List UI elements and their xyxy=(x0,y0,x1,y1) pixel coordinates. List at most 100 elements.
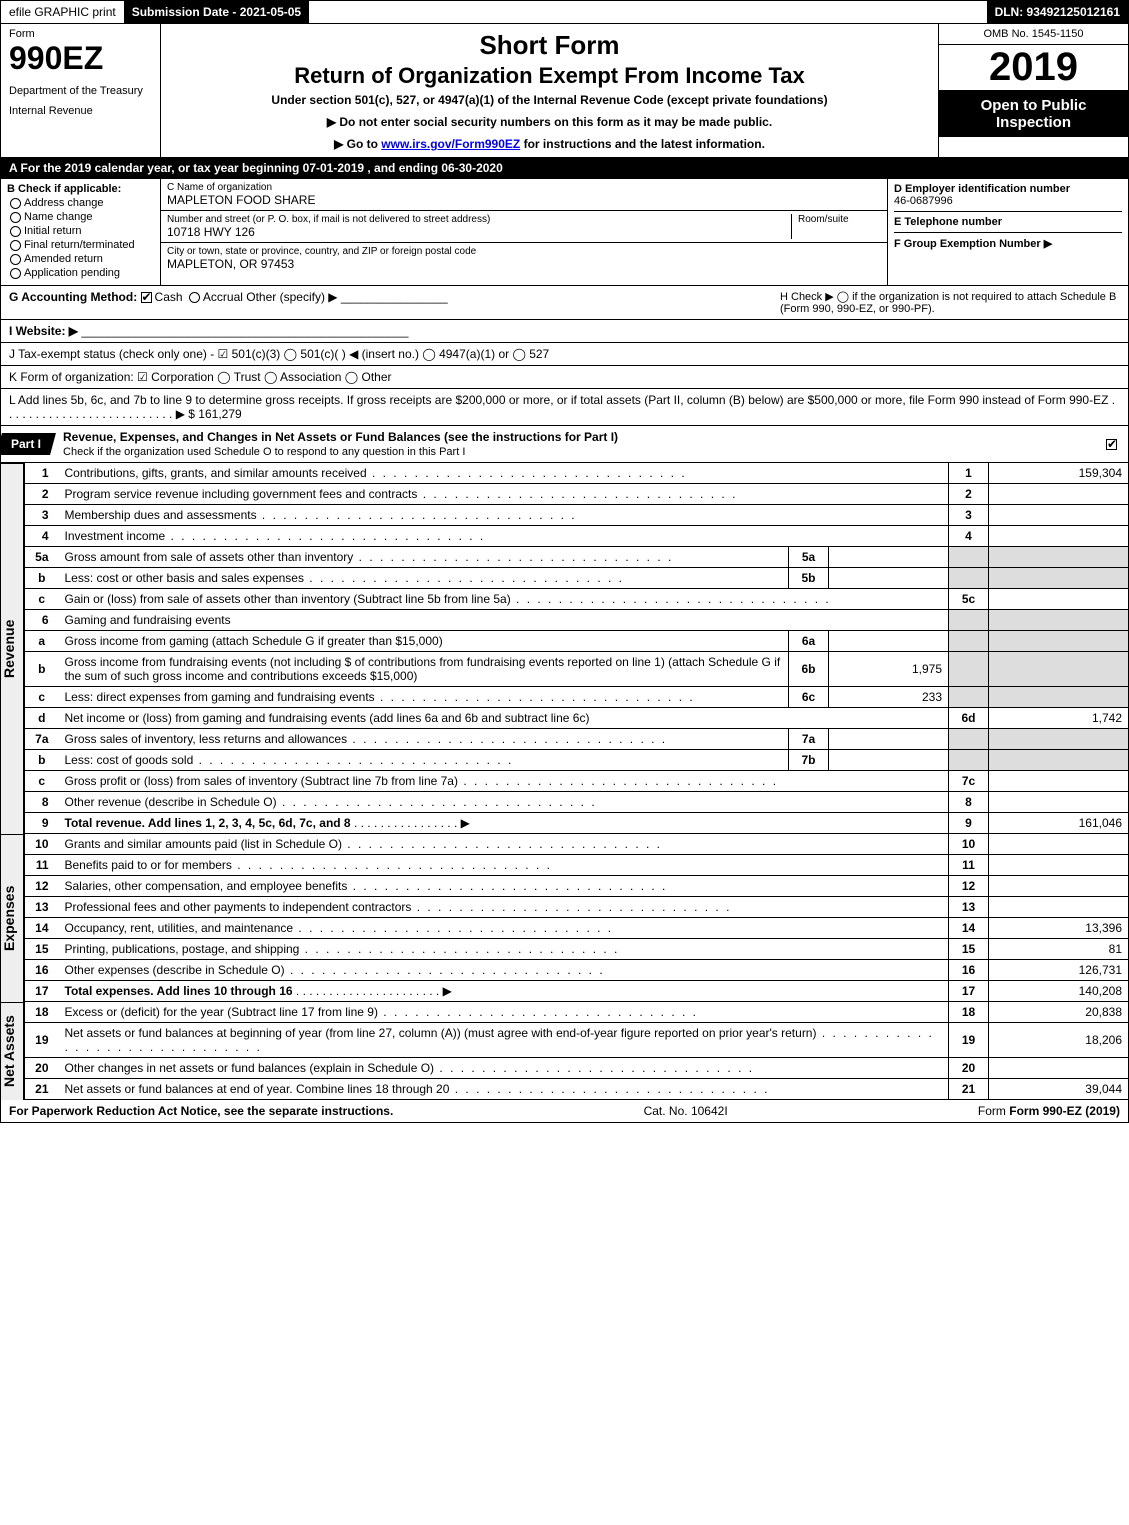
efile-label[interactable]: efile GRAPHIC print xyxy=(1,1,124,23)
row-7a: 7aGross sales of inventory, less returns… xyxy=(25,729,1129,750)
netassets-table: 18Excess or (deficit) for the year (Subt… xyxy=(24,1002,1129,1100)
dept-2: Internal Revenue xyxy=(9,105,152,117)
row-8: 8Other revenue (describe in Schedule O)8 xyxy=(25,792,1129,813)
line-k: K Form of organization: ☑ Corporation ◯ … xyxy=(0,366,1129,389)
row-13: 13Professional fees and other payments t… xyxy=(25,897,1129,918)
title-return: Return of Organization Exempt From Incom… xyxy=(171,63,928,89)
part-1-check[interactable] xyxy=(1106,437,1128,451)
dept-1: Department of the Treasury xyxy=(9,85,152,97)
box-b-title: B Check if applicable: xyxy=(7,183,154,195)
title-short-form: Short Form xyxy=(171,30,928,61)
omb-number: OMB No. 1545-1150 xyxy=(939,24,1128,45)
top-bar: efile GRAPHIC print Submission Date - 20… xyxy=(0,0,1129,24)
tel-label: E Telephone number xyxy=(894,216,1122,228)
row-11: 11Benefits paid to or for members11 xyxy=(25,855,1129,876)
line-j: J Tax-exempt status (check only one) - ☑… xyxy=(0,343,1129,366)
tax-year: 2019 xyxy=(939,45,1128,91)
gross-receipts: 161,279 xyxy=(198,407,241,421)
chk-initial-return[interactable]: Initial return xyxy=(7,225,154,237)
part-1-header: Part I Revenue, Expenses, and Changes in… xyxy=(0,426,1129,463)
row-5c: cGain or (loss) from sale of assets othe… xyxy=(25,589,1129,610)
page-footer: For Paperwork Reduction Act Notice, see … xyxy=(0,1100,1129,1123)
row-2: 2Program service revenue including gover… xyxy=(25,484,1129,505)
row-10: 10Grants and similar amounts paid (list … xyxy=(25,834,1129,855)
box-d: D Employer identification number 46-0687… xyxy=(888,179,1128,285)
row-7b: bLess: cost of goods sold7b xyxy=(25,750,1129,771)
expenses-section: Expenses 10Grants and similar amounts pa… xyxy=(0,834,1129,1002)
footer-right: Form Form 990-EZ (2019) xyxy=(978,1104,1120,1118)
box-b: B Check if applicable: Address change Na… xyxy=(1,179,161,285)
row-21: 21Net assets or fund balances at end of … xyxy=(25,1079,1129,1100)
note-ssn: ▶ Do not enter social security numbers o… xyxy=(171,115,928,129)
room-label: Room/suite xyxy=(798,214,881,225)
section-a: A For the 2019 calendar year, or tax yea… xyxy=(0,158,1129,179)
form-header: Form 990EZ Department of the Treasury In… xyxy=(0,24,1129,158)
row-15: 15Printing, publications, postage, and s… xyxy=(25,939,1129,960)
row-6b: bGross income from fundraising events (n… xyxy=(25,652,1129,687)
row-17: 17Total expenses. Add lines 10 through 1… xyxy=(25,981,1129,1002)
line-h: H Check ▶ ◯ if the organization is not r… xyxy=(780,290,1120,315)
row-14: 14Occupancy, rent, utilities, and mainte… xyxy=(25,918,1129,939)
org-name: MAPLETON FOOD SHARE xyxy=(167,193,881,207)
expenses-table: 10Grants and similar amounts paid (list … xyxy=(24,834,1129,1002)
irs-link[interactable]: www.irs.gov/Form990EZ xyxy=(381,137,520,151)
row-16: 16Other expenses (describe in Schedule O… xyxy=(25,960,1129,981)
ein: 46-0687996 xyxy=(894,195,1122,207)
row-18: 18Excess or (deficit) for the year (Subt… xyxy=(25,1002,1129,1023)
row-9: 9Total revenue. Add lines 1, 2, 3, 4, 5c… xyxy=(25,813,1129,834)
chk-accrual[interactable] xyxy=(189,292,200,303)
row-4: 4Investment income4 xyxy=(25,526,1129,547)
chk-address-change[interactable]: Address change xyxy=(7,197,154,209)
subtitle: Under section 501(c), 527, or 4947(a)(1)… xyxy=(171,93,928,107)
chk-cash[interactable] xyxy=(141,292,152,303)
revenue-table: 1Contributions, gifts, grants, and simil… xyxy=(24,463,1129,834)
note-link: ▶ Go to www.irs.gov/Form990EZ for instru… xyxy=(171,137,928,151)
row-6a: aGross income from gaming (attach Schedu… xyxy=(25,631,1129,652)
netassets-section: Net Assets 18Excess or (deficit) for the… xyxy=(0,1002,1129,1100)
submission-date: Submission Date - 2021-05-05 xyxy=(124,1,309,23)
chk-name-change[interactable]: Name change xyxy=(7,211,154,223)
title-box: Short Form Return of Organization Exempt… xyxy=(161,24,938,157)
row-6d: dNet income or (loss) from gaming and fu… xyxy=(25,708,1129,729)
addr-label: Number and street (or P. O. box, if mail… xyxy=(167,214,791,225)
form-id-box: Form 990EZ Department of the Treasury In… xyxy=(1,24,161,157)
row-7c: cGross profit or (loss) from sales of in… xyxy=(25,771,1129,792)
row-5b: bLess: cost or other basis and sales exp… xyxy=(25,568,1129,589)
chk-application-pending[interactable]: Application pending xyxy=(7,267,154,279)
city: MAPLETON, OR 97453 xyxy=(167,257,881,271)
row-3: 3Membership dues and assessments3 xyxy=(25,505,1129,526)
line-g: G Accounting Method: Cash Accrual Other … xyxy=(9,290,448,315)
city-label: City or town, state or province, country… xyxy=(167,246,881,257)
group-label: F Group Exemption Number ▶ xyxy=(894,237,1122,250)
right-box: OMB No. 1545-1150 2019 Open to Public In… xyxy=(938,24,1128,157)
part-1-tag: Part I xyxy=(0,433,56,455)
row-1: 1Contributions, gifts, grants, and simil… xyxy=(25,463,1129,484)
row-19: 19Net assets or fund balances at beginni… xyxy=(25,1023,1129,1058)
side-revenue: Revenue xyxy=(0,463,24,834)
row-12: 12Salaries, other compensation, and empl… xyxy=(25,876,1129,897)
side-expenses: Expenses xyxy=(0,834,24,1002)
box-c: C Name of organization MAPLETON FOOD SHA… xyxy=(161,179,888,285)
dln: DLN: 93492125012161 xyxy=(987,1,1128,23)
line-l: L Add lines 5b, 6c, and 7b to line 9 to … xyxy=(0,389,1129,426)
org-name-label: C Name of organization xyxy=(167,182,881,193)
ein-label: D Employer identification number xyxy=(894,183,1122,195)
addr: 10718 HWY 126 xyxy=(167,225,791,239)
chk-final-return[interactable]: Final return/terminated xyxy=(7,239,154,251)
part-1-title: Revenue, Expenses, and Changes in Net As… xyxy=(53,426,1106,462)
side-netassets: Net Assets xyxy=(0,1002,24,1100)
row-20: 20Other changes in net assets or fund ba… xyxy=(25,1058,1129,1079)
chk-amended-return[interactable]: Amended return xyxy=(7,253,154,265)
form-number: 990EZ xyxy=(9,40,152,77)
open-public: Open to Public Inspection xyxy=(939,91,1128,137)
footer-mid: Cat. No. 10642I xyxy=(644,1104,728,1118)
row-5a: 5aGross amount from sale of assets other… xyxy=(25,547,1129,568)
line-g-h: G Accounting Method: Cash Accrual Other … xyxy=(0,286,1129,320)
row-6: 6Gaming and fundraising events xyxy=(25,610,1129,631)
footer-left: For Paperwork Reduction Act Notice, see … xyxy=(9,1104,393,1118)
row-6c: cLess: direct expenses from gaming and f… xyxy=(25,687,1129,708)
line-i: I Website: ▶ ___________________________… xyxy=(0,320,1129,343)
info-block: B Check if applicable: Address change Na… xyxy=(0,179,1129,286)
form-word: Form xyxy=(9,28,152,40)
revenue-section: Revenue 1Contributions, gifts, grants, a… xyxy=(0,463,1129,834)
